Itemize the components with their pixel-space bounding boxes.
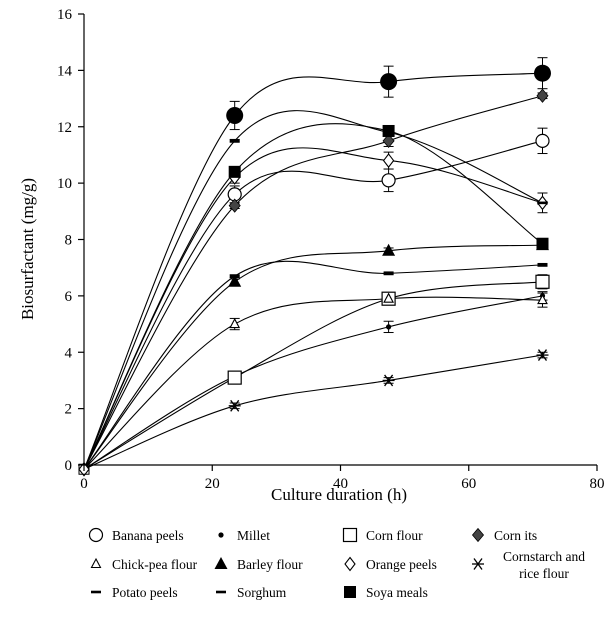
y-tick-label: 0 <box>65 458 73 474</box>
data-point <box>382 243 396 256</box>
legend-label: Soya meals <box>366 585 428 600</box>
y-tick-label: 6 <box>65 289 73 305</box>
series-line <box>83 140 543 470</box>
data-point <box>226 106 244 124</box>
legend-marker-stroke <box>473 558 483 570</box>
legend-label: Corn its <box>494 528 537 543</box>
legend-item: Soya meals <box>344 585 428 600</box>
data-point <box>228 274 242 287</box>
x-tick-label: 0 <box>80 476 88 492</box>
x-tick-label: 80 <box>590 476 605 492</box>
legend-marker <box>344 586 356 598</box>
legend-label: Sorghum <box>237 585 287 600</box>
data-point <box>227 370 242 385</box>
series-line <box>83 123 543 470</box>
legend-item: Banana peels <box>88 527 184 543</box>
data-point <box>228 399 241 412</box>
data-point-stroke <box>230 399 240 412</box>
y-tick-label: 8 <box>65 233 73 249</box>
data-point <box>535 274 550 289</box>
legend-item: Barley flour <box>214 557 303 572</box>
legend-marker <box>471 527 485 543</box>
data-point <box>536 237 549 250</box>
legend-label: Orange peels <box>366 557 437 572</box>
data-point <box>536 88 549 103</box>
legend-marker <box>218 532 224 538</box>
data-point <box>381 173 396 188</box>
legend-marker <box>472 558 484 570</box>
series-line <box>83 260 543 470</box>
series-line <box>83 244 543 470</box>
legend-marker <box>342 527 358 543</box>
y-tick-label: 4 <box>65 345 73 361</box>
data-point <box>533 64 551 82</box>
data-point <box>382 124 395 137</box>
data-point <box>228 165 241 178</box>
data-point-stroke <box>537 349 548 361</box>
legend-marker <box>91 590 101 594</box>
legend-item: Orange peels <box>344 556 437 572</box>
series-line <box>83 354 543 470</box>
x-tick-label: 40 <box>333 476 348 492</box>
x-tick-label: 60 <box>461 476 476 492</box>
y-tick-label: 2 <box>65 402 73 418</box>
legend: Banana peels Millet Corn flour Corn its Chic… <box>88 527 585 600</box>
series-line <box>83 110 543 470</box>
legend-item: Corn flour <box>342 527 423 543</box>
series-line <box>83 95 543 470</box>
series-line <box>83 72 543 470</box>
data-point <box>228 198 241 213</box>
legend-marker <box>216 590 226 594</box>
y-tick-label: 10 <box>57 176 72 192</box>
legend-item: Cornstarch and rice flour <box>472 549 585 581</box>
legend-marker <box>214 557 228 569</box>
legend-label: Potato peels <box>112 585 178 600</box>
legend-label: Cornstarch and <box>503 549 585 564</box>
legend-item: Sorghum <box>216 585 287 600</box>
data-point <box>229 317 241 329</box>
series-line <box>83 296 543 470</box>
legend-item: Chick-pea flour <box>90 557 198 572</box>
series-line <box>83 295 543 470</box>
data-point <box>537 293 548 305</box>
legend-label: Millet <box>237 528 270 543</box>
data-point <box>537 201 548 205</box>
legend-item: Millet <box>218 528 270 543</box>
legend-marker <box>90 557 102 569</box>
data-point <box>383 272 394 275</box>
legend-label: Banana peels <box>112 528 184 543</box>
data-point <box>535 133 550 148</box>
legend-item: Corn its <box>471 527 537 543</box>
data-point <box>385 324 392 330</box>
data-point <box>383 292 395 303</box>
data-point <box>229 139 240 143</box>
series-line <box>83 281 543 470</box>
data-point <box>229 274 240 278</box>
axes: 0 20 40 60 80 0 2 4 6 8 10 12 14 16 <box>57 7 605 492</box>
legend-marker <box>88 527 104 543</box>
y-axis-label: Biosurfactant (mg/g) <box>18 178 37 320</box>
plot-area <box>78 57 551 477</box>
legend-label: Barley flour <box>237 557 303 572</box>
y-tick-label: 16 <box>57 7 73 23</box>
legend-marker <box>344 556 356 572</box>
legend-label: Chick-pea flour <box>112 557 198 572</box>
data-point <box>380 73 398 91</box>
y-tick-label: 14 <box>57 63 73 79</box>
legend-label: rice flour <box>519 566 569 581</box>
y-tick-label: 12 <box>57 120 72 136</box>
x-tick-label: 20 <box>205 476 220 492</box>
data-point <box>536 349 549 361</box>
data-point-stroke <box>384 374 394 387</box>
data-point <box>382 374 395 387</box>
data-point <box>537 263 548 267</box>
x-axis-label: Culture duration (h) <box>271 485 407 504</box>
legend-label: Corn flour <box>366 528 423 543</box>
data-point <box>382 153 395 168</box>
data-point <box>382 133 395 148</box>
legend-item: Potato peels <box>91 585 178 600</box>
